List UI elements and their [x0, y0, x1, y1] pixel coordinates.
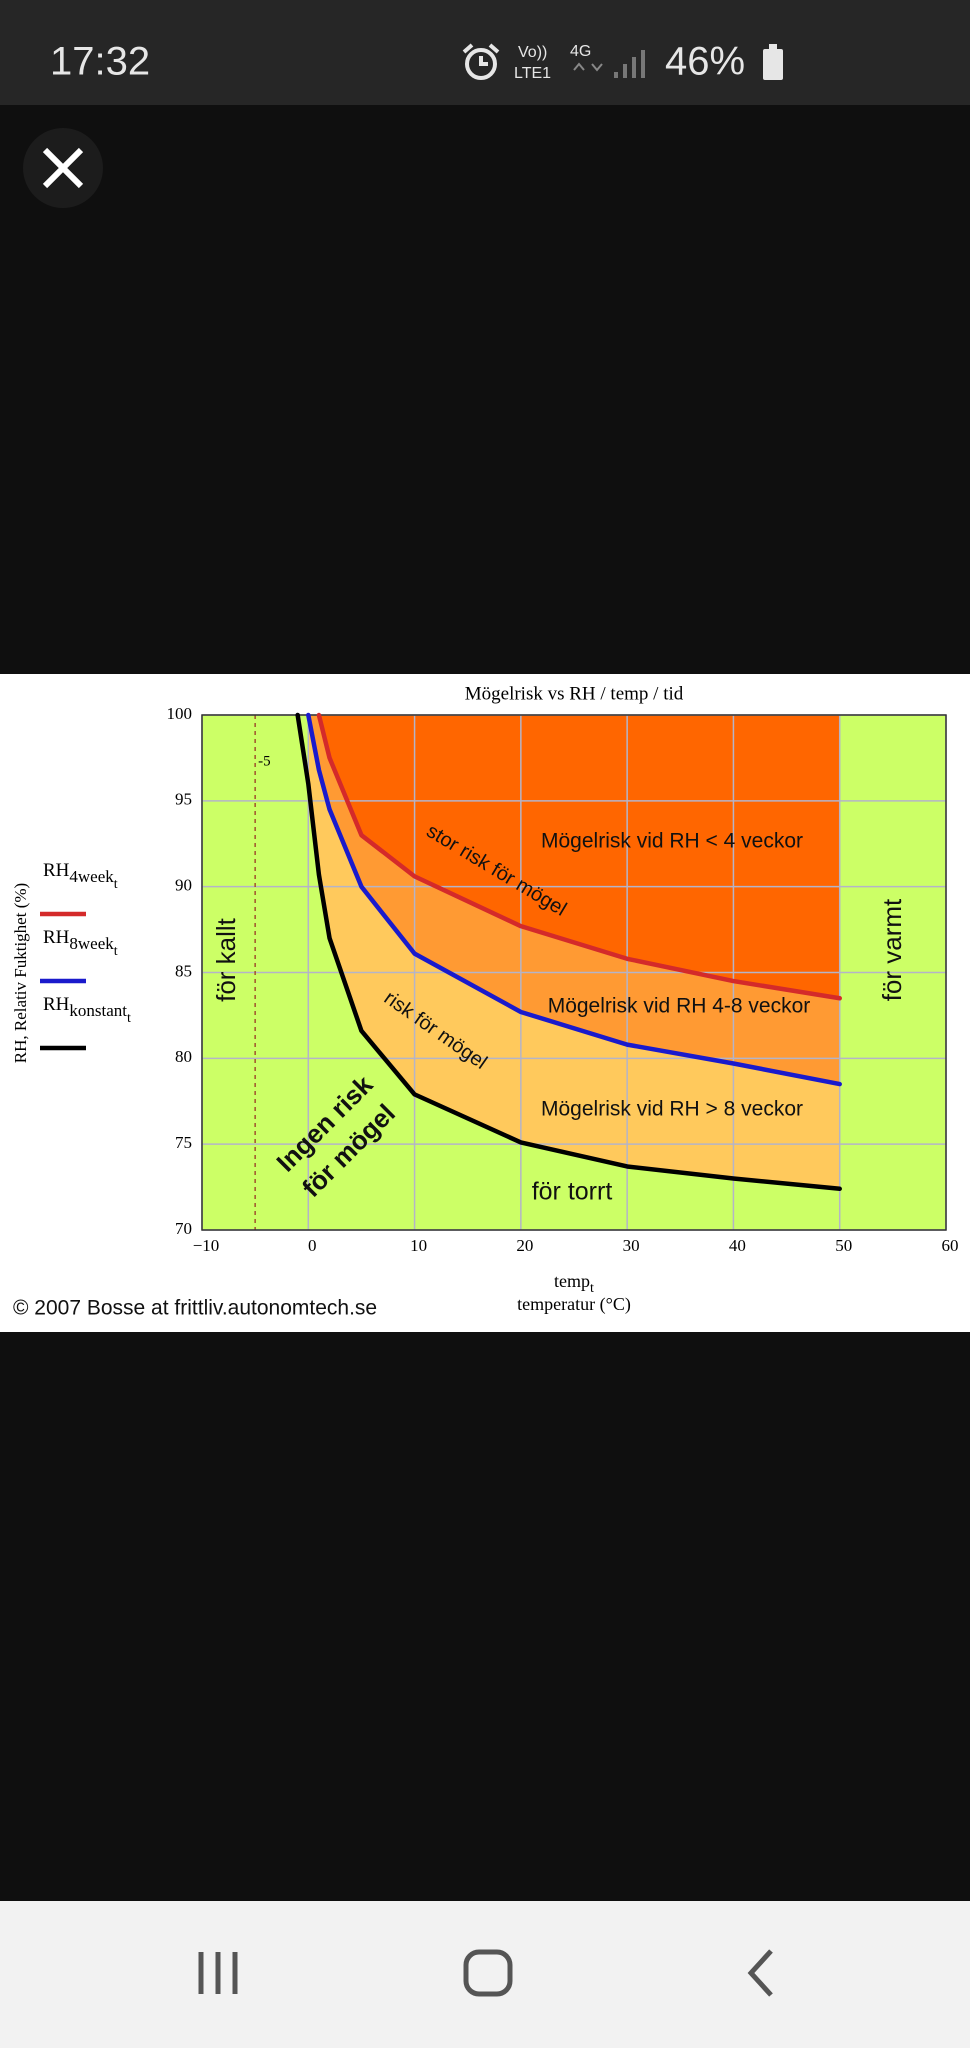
- zone: [308, 715, 840, 1230]
- x-tick-label: −10: [193, 1236, 220, 1255]
- alarm-icon: [462, 43, 500, 80]
- x-tick-label: 20: [516, 1236, 533, 1255]
- close-icon: [42, 147, 84, 189]
- legend-subscript: konstant: [69, 1001, 127, 1020]
- legend-label: RHkonstantt: [43, 994, 131, 1026]
- legend-name: RH: [43, 994, 70, 1015]
- home-button[interactable]: [463, 1949, 513, 1997]
- line: [306, 712, 842, 1087]
- chart-title: Mögelrisk vs RH / temp / tid: [465, 683, 684, 704]
- volte: Vo)): [518, 44, 547, 61]
- battery-level: 46%: [665, 40, 745, 84]
- lte: LTE1: [514, 65, 551, 82]
- annotation: Mögelrisk vid RH < 4 veckor: [541, 830, 803, 853]
- annotation: för varmt: [877, 898, 907, 1001]
- legend-index: t: [114, 944, 118, 959]
- annotation: för kallt: [211, 917, 241, 1002]
- legend-name: RH: [43, 927, 70, 948]
- legend-index: t: [114, 877, 118, 892]
- x-tick-label: 60: [942, 1236, 959, 1255]
- legend-name: RH: [43, 860, 70, 881]
- signal-icon: [614, 50, 645, 78]
- line: [295, 712, 842, 1192]
- chart: Mögelrisk vs RH / temp / tid 70 75 80 85 90 95…: [11, 683, 959, 1319]
- line: [316, 712, 842, 1001]
- annotation: Mögelrisk vid RH > 8 veckor: [541, 1098, 803, 1121]
- navigation-bar: [0, 1901, 970, 2048]
- y-tick-label: 75: [175, 1133, 192, 1152]
- clock: 17:32: [50, 40, 150, 84]
- y-tick-label: 100: [167, 704, 193, 723]
- battery-icon: [763, 44, 783, 80]
- y-tick-label: 80: [175, 1047, 192, 1066]
- legend-label: RH4weekt: [43, 860, 118, 892]
- legend-label: RH8weekt: [43, 927, 118, 959]
- x-tick-label: 40: [729, 1236, 746, 1255]
- legend-subscript: 4week: [69, 867, 114, 886]
- x-tick-label: 30: [623, 1236, 640, 1255]
- back-button[interactable]: [747, 1949, 773, 1997]
- y-tick-label: 85: [175, 961, 192, 980]
- x-axis-label-text: temp: [554, 1271, 590, 1291]
- x-axis-label-2: temperatur (°C): [517, 1294, 631, 1315]
- plot-border: [201, 714, 947, 1231]
- x-tick-label: 0: [308, 1236, 317, 1255]
- y-axis-label: RH, Relativ Fuktighet (%): [11, 883, 30, 1063]
- data-arrows: [573, 62, 603, 72]
- y-tick-label: 95: [175, 790, 192, 809]
- annotation: för torrt: [532, 1178, 613, 1206]
- x-tick-label: 50: [835, 1236, 852, 1255]
- y-tick-label: 90: [175, 876, 192, 895]
- network: 4G: [570, 43, 591, 60]
- x-axis-label-subscript: t: [590, 1281, 594, 1296]
- annotation: Mögelrisk vid RH 4-8 veckor: [548, 995, 811, 1018]
- legend-index: t: [127, 1011, 131, 1026]
- zone: [308, 783, 840, 1230]
- y-tick-label: 70: [175, 1219, 192, 1238]
- recent-apps-button[interactable]: [198, 1952, 238, 1994]
- legend-subscript: 8week: [69, 934, 114, 953]
- source: © 2007 Bosse at frittliv.autonomtech.se: [13, 1297, 377, 1320]
- x-tick-label: 10: [410, 1236, 427, 1255]
- x-axis-label: tempt: [554, 1271, 594, 1296]
- reference-label: -5: [258, 753, 271, 769]
